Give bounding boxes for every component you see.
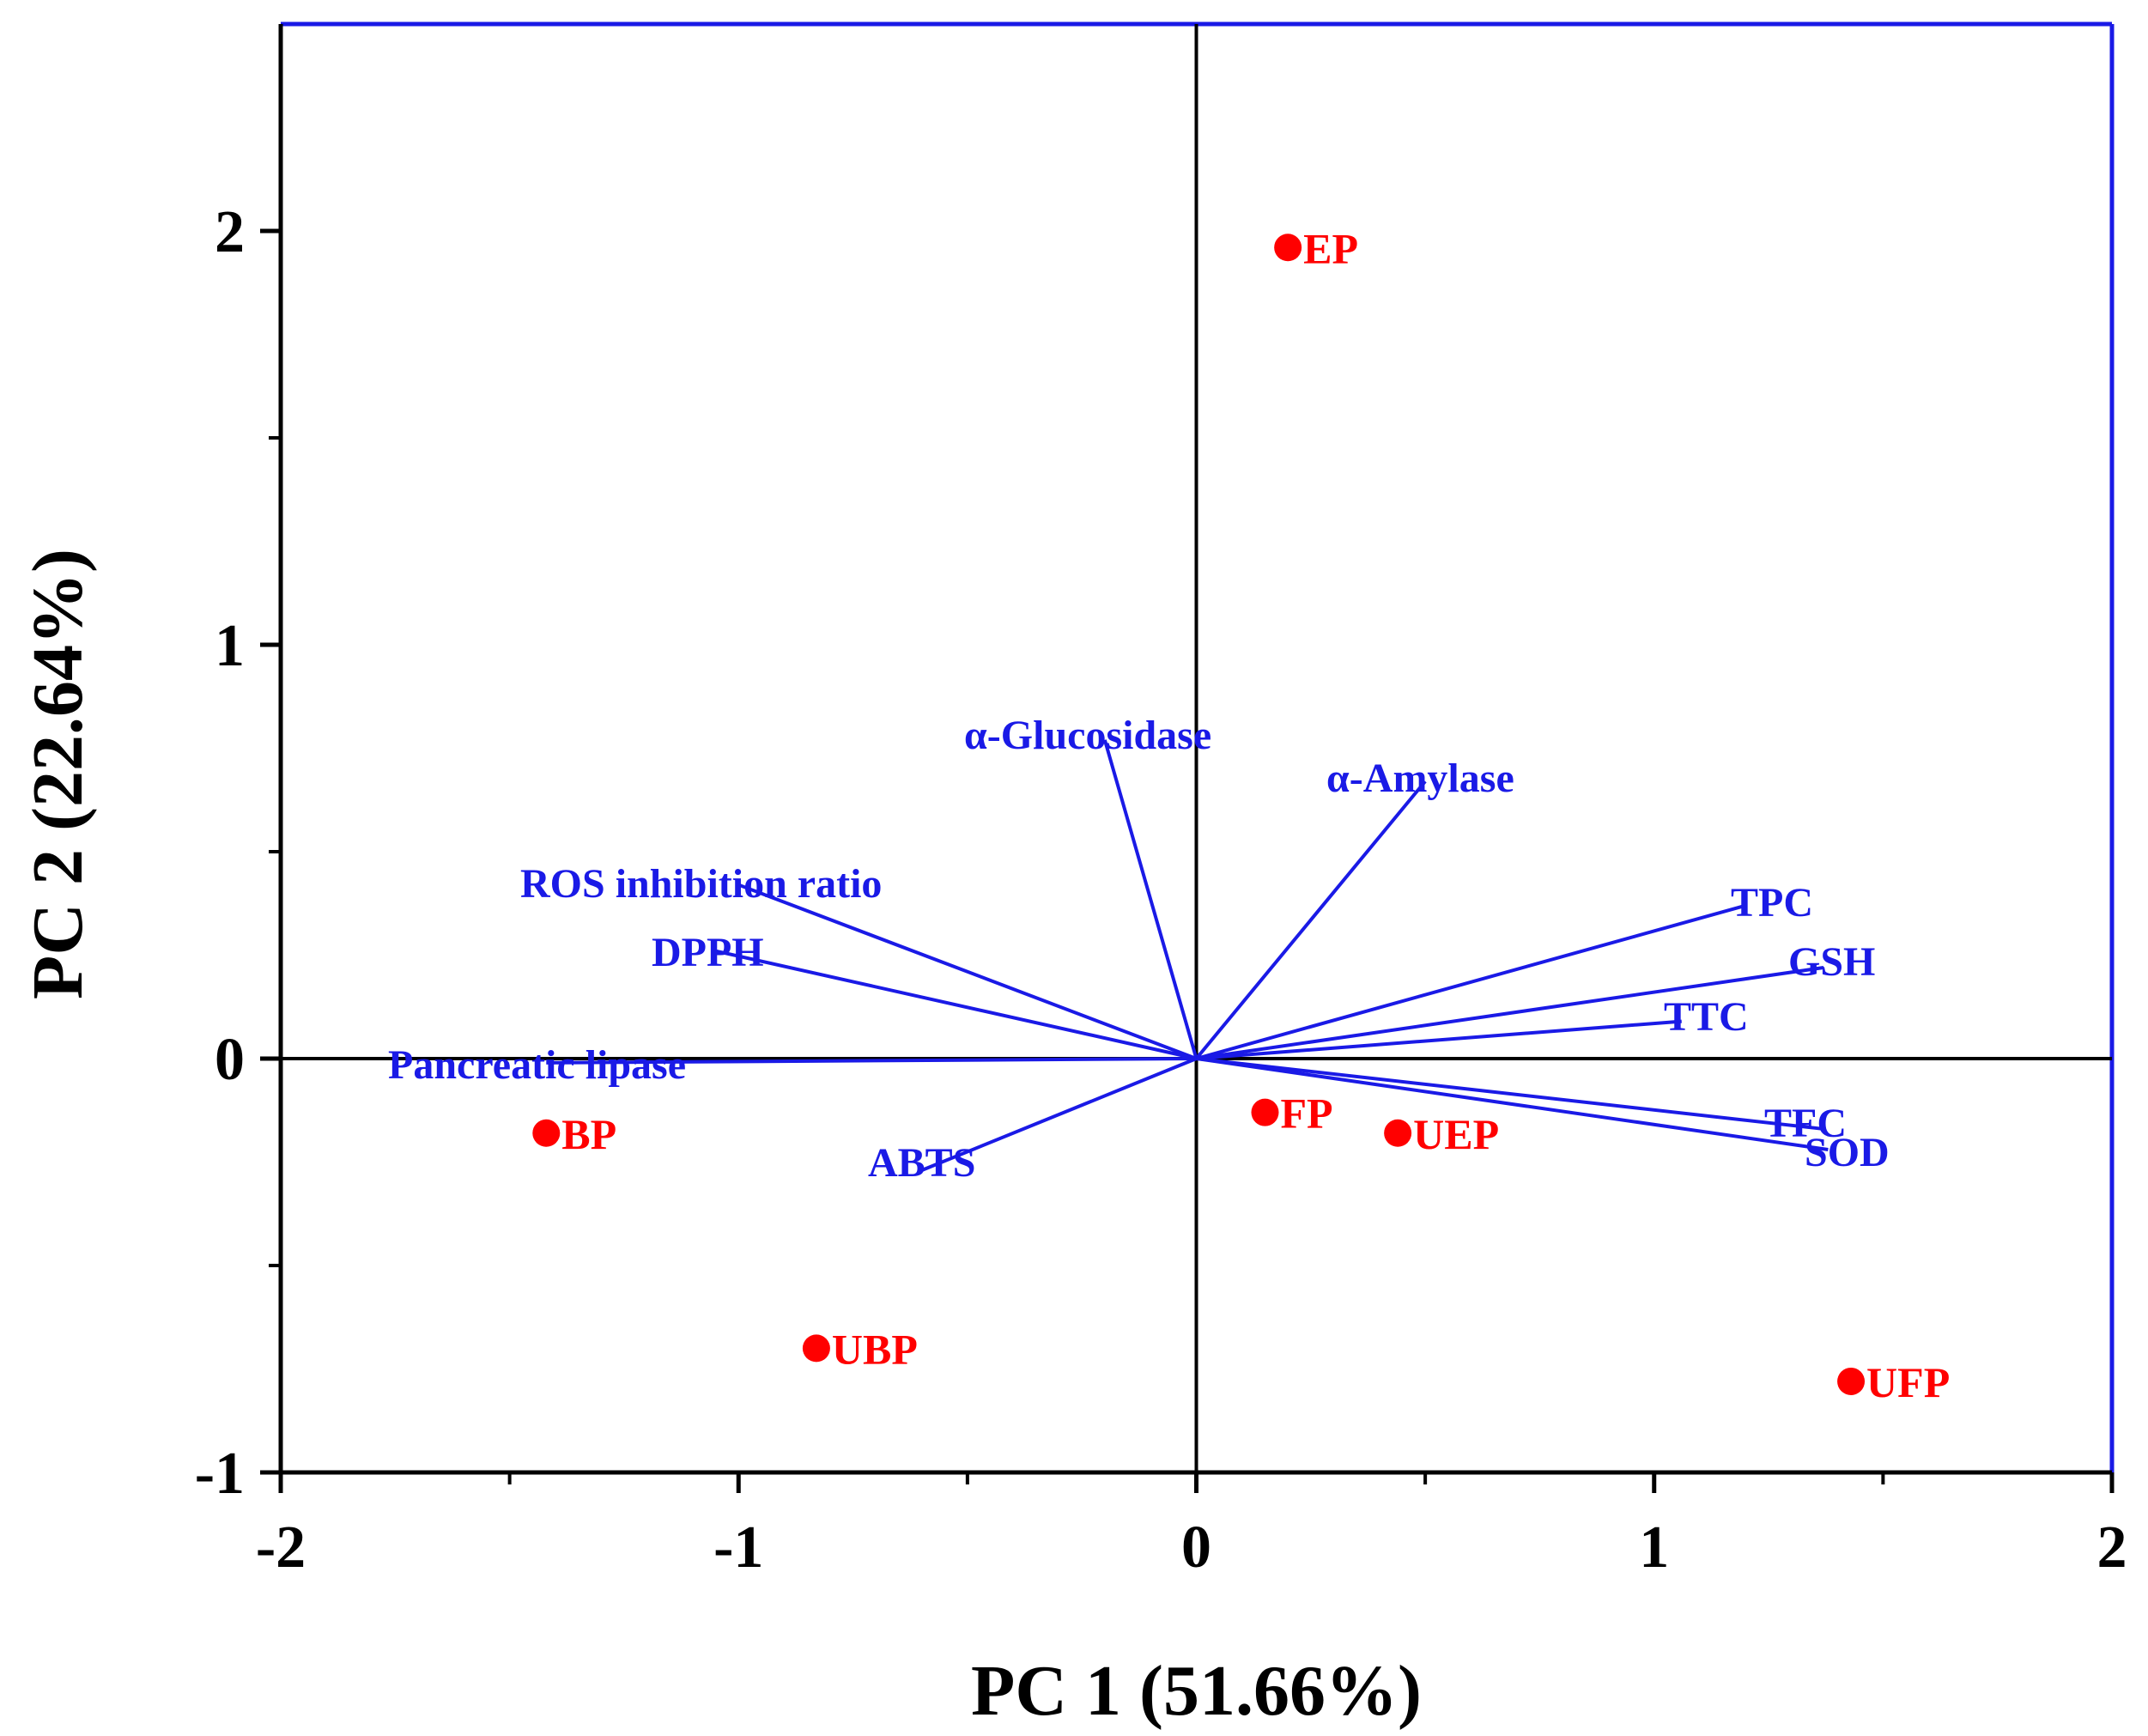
loading-label-glucosidase: α-Glucosidase	[964, 713, 1211, 758]
y-axis-title: PC 2 (22.64%)	[18, 549, 98, 999]
x-axis-ticks: -2 -1 0 1 2	[256, 1472, 2127, 1581]
y-tick-label: 1	[215, 613, 245, 679]
x-tick-label: 1	[1639, 1514, 1669, 1581]
loading-vector-ttc	[1196, 1019, 1682, 1060]
score-label-ufp: UFP	[1866, 1358, 1950, 1406]
loading-vector-sod	[1196, 1057, 1829, 1152]
score-point-ep	[1274, 234, 1302, 262]
loading-label-gsh: GSH	[1788, 939, 1875, 985]
loading-label-sod: SOD	[1805, 1130, 1890, 1175]
score-label-uep: UEP	[1413, 1110, 1499, 1158]
score-point-ufp	[1837, 1367, 1866, 1395]
loading-label-tpc: TPC	[1731, 880, 1813, 926]
score-label-fp: FP	[1280, 1090, 1332, 1138]
y-axis-ticks: -1 0 1 2	[195, 199, 281, 1507]
loading-vector-glucosidase	[1102, 739, 1198, 1059]
x-axis-title: PC 1 (51.66%)	[971, 1651, 1422, 1731]
loading-label-ros-inhibition-ratio: ROS inhibition ratio	[520, 861, 882, 907]
x-tick-label: -1	[713, 1514, 763, 1581]
loading-vector-gsh	[1196, 965, 1824, 1060]
score-label-ubp: UBP	[832, 1325, 918, 1373]
score-point-uep	[1384, 1119, 1412, 1147]
loading-vector-tfc	[1196, 1057, 1824, 1131]
loading-vector-dpph	[715, 949, 1197, 1060]
y-tick-label: 0	[215, 1027, 245, 1093]
loading-label-ttc: TTC	[1664, 994, 1749, 1040]
loading-vector-abts	[920, 1057, 1198, 1172]
score-label-bp: BP	[561, 1110, 616, 1158]
score-label-ep: EP	[1303, 224, 1358, 272]
score-point-bp	[532, 1119, 561, 1147]
loading-label-amylase: α-Amylase	[1326, 756, 1514, 801]
y-tick-label: -1	[195, 1441, 245, 1507]
loading-vector-pancreatic-lipase	[546, 1057, 1197, 1065]
score-point-fp	[1251, 1098, 1279, 1126]
y-tick-label: 2	[215, 199, 245, 265]
x-tick-label: 2	[2097, 1514, 2127, 1581]
loading-vector-tpc	[1195, 903, 1746, 1060]
loading-vectors: α-Glucosidase α-Amylase ROS inhibition rat…	[388, 713, 1890, 1186]
loading-label-dpph: DPPH	[652, 930, 764, 975]
loading-label-abts: ABTS	[868, 1140, 975, 1186]
loading-vector-amylase	[1194, 780, 1427, 1060]
score-points: EP BP FP UEP UBP UFP	[532, 224, 1950, 1406]
loading-label-tfc: TFC	[1764, 1101, 1847, 1146]
loading-vector-ros-inhibition-ratio	[737, 883, 1198, 1060]
x-tick-label: -2	[256, 1514, 306, 1581]
x-tick-label: 0	[1181, 1514, 1211, 1581]
loading-label-pancreatic-lipase: Pancreatic lipase	[388, 1042, 686, 1088]
score-point-ubp	[802, 1334, 830, 1363]
